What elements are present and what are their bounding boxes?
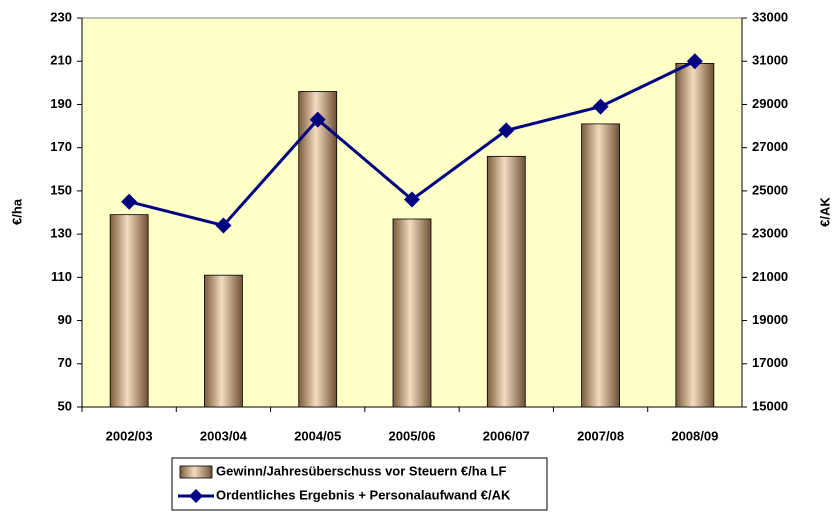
y-tick-label: 70 — [58, 355, 72, 370]
marker — [498, 122, 515, 139]
bar — [581, 123, 620, 408]
bar — [204, 274, 243, 408]
x-tick-label: 2002/03 — [106, 428, 153, 443]
y2-tick-label: 33000 — [752, 9, 788, 24]
y-tick-label: 130 — [50, 226, 72, 241]
bar — [109, 214, 149, 408]
y-tick-label: 90 — [58, 312, 72, 327]
x-tick-label: 2005/06 — [389, 428, 436, 443]
y-tick-label: 150 — [50, 182, 72, 197]
marker — [309, 111, 326, 128]
bar — [486, 155, 526, 408]
x-tick-label: 2004/05 — [294, 428, 341, 443]
y-tick-label: 50 — [58, 398, 72, 413]
y2-tick-label: 17000 — [752, 355, 788, 370]
marker — [686, 53, 703, 70]
marker — [121, 193, 138, 210]
y2-tick-label: 23000 — [752, 226, 788, 241]
x-tick-label: 2008/09 — [671, 428, 718, 443]
legend-label: Ordentliches Ergebnis + Personalaufwand … — [216, 487, 511, 502]
bar — [298, 91, 338, 408]
marker — [592, 98, 609, 115]
y-axis-label: €/ha — [9, 198, 24, 225]
y-tick-label: 210 — [50, 53, 72, 68]
y2-tick-label: 21000 — [752, 269, 788, 284]
y2-tick-label: 27000 — [752, 139, 788, 154]
marker — [215, 217, 232, 234]
y-tick-label: 110 — [51, 269, 72, 284]
y2-tick-label: 15000 — [752, 398, 788, 413]
y2-axis-label: €/AK — [817, 197, 832, 227]
y2-tick-label: 31000 — [752, 53, 788, 68]
y-tick-label: 170 — [50, 139, 72, 154]
legend-box — [171, 457, 548, 511]
y2-tick-label: 25000 — [752, 182, 788, 197]
bar — [675, 62, 715, 408]
x-tick-label: 2007/08 — [577, 428, 624, 443]
y-tick-label: 190 — [50, 96, 72, 111]
legend-marker — [189, 489, 203, 503]
y2-tick-label: 29000 — [752, 96, 788, 111]
bar — [392, 218, 432, 408]
y2-tick-label: 19000 — [752, 312, 788, 327]
x-tick-label: 2006/07 — [483, 428, 530, 443]
legend-label: Gewinn/Jahresüberschuss vor Steuern €/ha… — [216, 463, 506, 478]
legend-swatch — [179, 465, 213, 479]
x-tick-label: 2003/04 — [200, 428, 248, 443]
y-tick-label: 230 — [50, 9, 72, 24]
marker — [404, 191, 420, 208]
